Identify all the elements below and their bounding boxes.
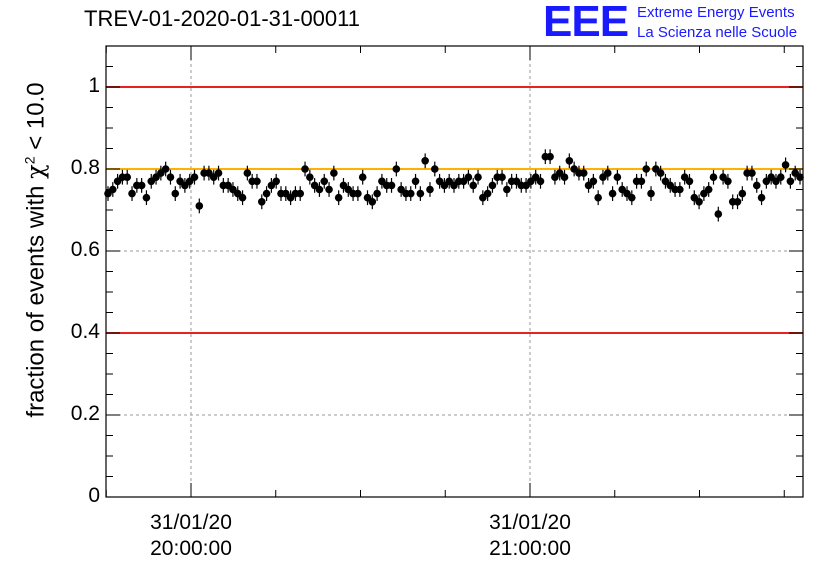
logo-line-1: Extreme Energy Events — [637, 4, 795, 21]
y-axis-label-prefix: fraction of events with — [22, 178, 50, 418]
x-tick-label: 31/01/20 20:00:00 — [121, 510, 261, 562]
y-axis-label-superscript: 2 — [21, 156, 38, 165]
data-point — [483, 189, 492, 198]
x-tick-time: 20:00:00 — [150, 537, 232, 560]
data-point — [748, 169, 756, 177]
data-point — [161, 165, 170, 173]
data-point — [603, 169, 612, 177]
data-point — [776, 173, 785, 181]
data-point — [714, 210, 723, 218]
data-point — [257, 198, 266, 206]
axis-ticks — [105, 45, 803, 498]
data-point — [214, 169, 223, 177]
y-tick-label: 0.2 — [70, 402, 100, 425]
data-point — [642, 165, 651, 173]
data-point — [166, 173, 175, 181]
x-tick-time: 21:00:00 — [489, 537, 571, 560]
data-point — [392, 165, 401, 173]
y-tick-label: 0.8 — [70, 156, 100, 179]
data-point — [368, 198, 377, 206]
data-point — [358, 173, 367, 181]
data-point — [325, 185, 333, 194]
data-point — [238, 193, 247, 202]
data-point — [426, 185, 434, 194]
data-point — [676, 185, 684, 194]
data-point — [656, 169, 665, 177]
x-tick-date: 31/01/20 — [150, 511, 232, 534]
data-point — [128, 189, 136, 198]
data-point — [243, 169, 252, 177]
data-point — [488, 181, 497, 190]
plot-frame — [105, 45, 804, 498]
data-point — [430, 165, 439, 173]
data-point — [757, 193, 766, 202]
data-points — [104, 149, 804, 222]
data-point — [685, 177, 694, 186]
y-tick-label: 0.6 — [70, 238, 100, 261]
data-point — [330, 169, 338, 177]
data-point — [464, 173, 473, 181]
data-point — [709, 173, 718, 181]
data-point — [503, 185, 511, 194]
data-point — [738, 189, 747, 198]
data-point — [498, 173, 506, 181]
data-point — [786, 177, 795, 186]
data-point — [565, 157, 574, 165]
data-point — [354, 189, 362, 198]
data-point — [416, 189, 425, 198]
data-point — [469, 181, 478, 190]
data-point — [589, 177, 598, 186]
data-point — [262, 189, 271, 198]
data-point — [171, 189, 180, 198]
data-point — [579, 169, 588, 177]
y-tick-label: 0.4 — [70, 320, 100, 343]
eee-logo: EEE — [543, 0, 629, 46]
data-point — [695, 198, 703, 206]
data-point — [724, 177, 732, 186]
data-point — [387, 181, 396, 190]
x-tick-date: 31/01/20 — [489, 511, 571, 534]
data-point — [296, 189, 305, 198]
data-point — [123, 173, 132, 181]
data-point — [195, 202, 204, 210]
data-point — [647, 189, 655, 198]
data-point — [411, 177, 420, 186]
data-point — [613, 173, 622, 181]
data-point — [373, 189, 381, 198]
data-point — [608, 189, 617, 198]
data-point — [536, 177, 545, 186]
data-point — [334, 193, 343, 202]
data-point — [704, 185, 713, 194]
data-point — [421, 157, 429, 165]
data-point — [306, 173, 314, 181]
x-tick-label: 31/01/20 21:00:00 — [460, 510, 600, 562]
data-point — [315, 185, 324, 194]
data-point — [137, 181, 146, 190]
data-point — [560, 173, 569, 181]
data-point — [253, 177, 261, 186]
chart-title: TREV-01-2020-01-31-00011 — [84, 6, 360, 31]
grid-lines — [106, 46, 803, 497]
data-point — [190, 173, 199, 181]
data-point — [301, 165, 309, 173]
data-point — [733, 198, 742, 206]
data-point — [272, 177, 280, 186]
reference-lines — [106, 86, 803, 334]
data-point — [637, 177, 646, 186]
data-point — [796, 173, 804, 181]
y-tick-label: 1 — [88, 74, 100, 97]
data-point — [594, 193, 602, 202]
y-tick-label: 0 — [88, 484, 100, 507]
data-point — [142, 193, 151, 202]
data-point — [474, 173, 482, 181]
data-point — [406, 189, 415, 198]
data-point — [628, 193, 636, 202]
data-point — [781, 161, 790, 169]
logo-line-2: La Scienza nelle Scuole — [637, 24, 798, 41]
data-point — [546, 152, 554, 161]
data-point — [320, 177, 329, 186]
data-point — [752, 181, 761, 190]
